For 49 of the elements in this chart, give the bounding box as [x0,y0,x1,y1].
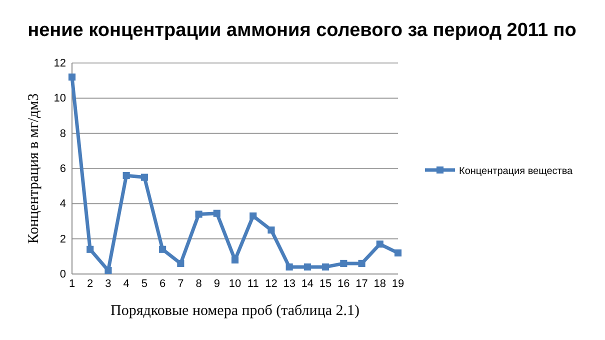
x-tick-label: 3 [105,278,112,290]
x-tick-label: 6 [159,278,166,290]
point [159,246,166,253]
x-tick-label: 8 [196,278,202,290]
y-tick-label: 0 [60,268,66,281]
point [68,74,76,81]
x-tick-label: 13 [283,278,296,290]
x-tick-label: 5 [141,278,148,290]
point [140,174,148,181]
x-tick-label: 16 [338,278,350,290]
point [231,256,239,264]
x-tick-label: 17 [356,278,368,290]
point [340,260,348,267]
point [304,263,311,270]
point [268,226,275,234]
x-axis-title: Порядковые номера проб (таблица 2.1) [110,303,360,319]
y-tick-label: 8 [60,128,66,140]
x-tick-label: 9 [214,278,220,290]
x-tick-label: 7 [178,278,184,290]
point [213,210,220,217]
legend-label: Концентрация вещества [459,166,574,177]
y-tick-label: 2 [60,233,66,246]
x-tick-label: 1 [68,278,76,290]
point [104,266,112,274]
x-tick-label: 14 [301,278,314,290]
x-tick-label: 2 [87,278,94,290]
y-tick-label: 6 [60,163,66,176]
x-tick-label: 18 [374,278,386,290]
point [177,260,184,267]
point [250,212,257,220]
x-tick-label: 19 [392,278,404,290]
point [376,240,384,248]
point [286,263,293,270]
point [86,246,94,253]
x-tick-label: 4 [123,278,130,290]
y-tick-label: 10 [54,92,66,105]
x-tick-label: 10 [228,278,242,290]
point [195,210,202,218]
x-tick-label: 15 [319,278,332,290]
y-tick-label: 12 [54,58,66,70]
y-tick-label: 4 [60,198,66,210]
point [122,172,130,180]
point [358,260,366,267]
point [394,249,402,256]
x-tick-label: 12 [265,278,278,290]
point [322,263,330,270]
y-axis-title: Концентрация в мг/дм3 [26,93,42,244]
chart-title: нение концентрации аммония солевого за период 2011 по [28,20,576,41]
x-tick-label: 11 [247,278,259,290]
